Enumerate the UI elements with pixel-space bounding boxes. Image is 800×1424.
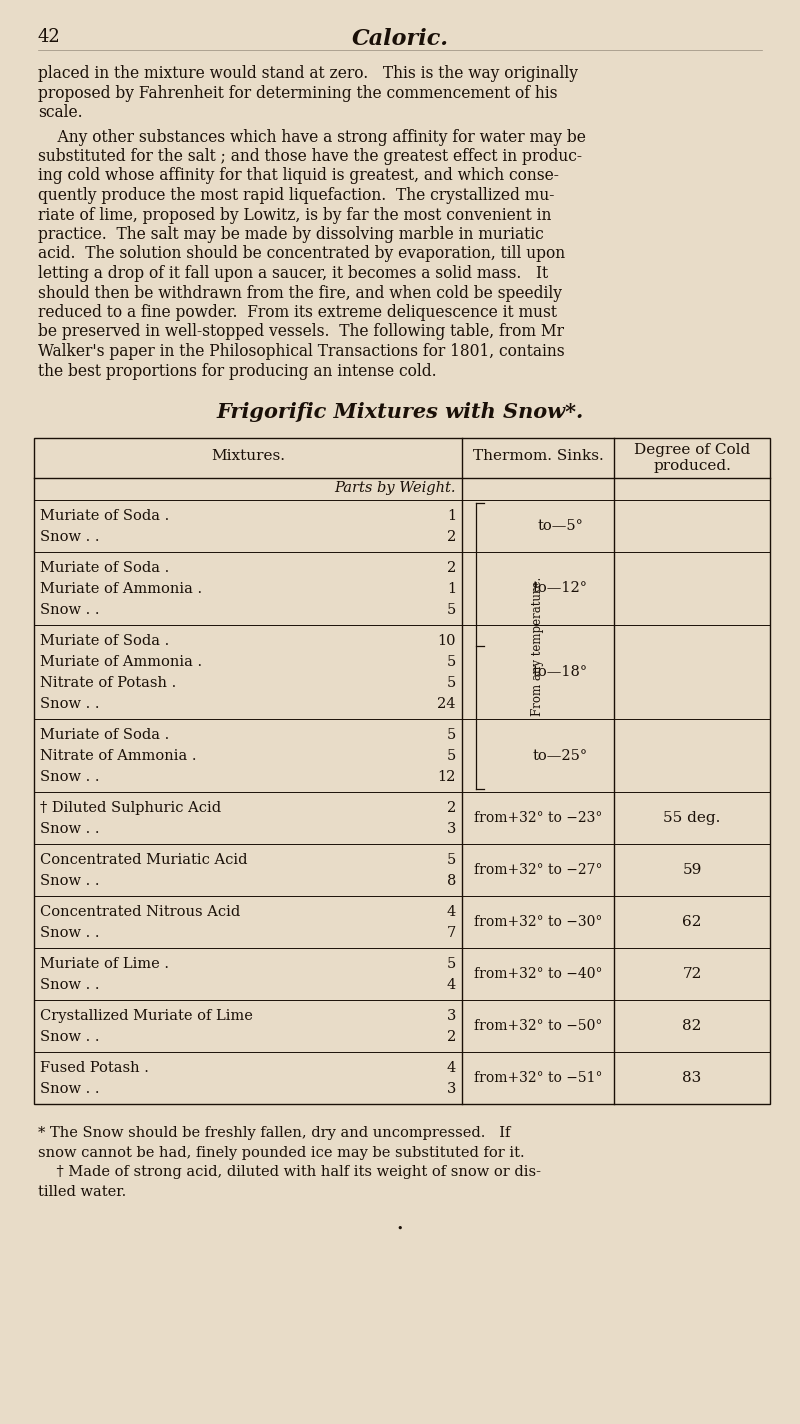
Text: 1: 1 <box>447 508 456 523</box>
Text: Nitrate of Ammonia .: Nitrate of Ammonia . <box>40 749 197 763</box>
Text: 1: 1 <box>447 582 456 597</box>
Text: 42: 42 <box>38 28 61 46</box>
Text: from+32° to −23°: from+32° to −23° <box>474 812 602 824</box>
Text: produced.: produced. <box>653 459 731 473</box>
Text: Muriate of Soda .: Muriate of Soda . <box>40 634 170 648</box>
Text: to—12°: to—12° <box>533 581 587 595</box>
Text: from+32° to −27°: from+32° to −27° <box>474 863 602 877</box>
Text: Any other substances which have a strong affinity for water may be: Any other substances which have a strong… <box>38 128 586 145</box>
Text: * The Snow should be freshly fallen, dry and uncompressed.   If: * The Snow should be freshly fallen, dry… <box>38 1126 510 1141</box>
Text: 3: 3 <box>446 1082 456 1096</box>
Text: tilled water.: tilled water. <box>38 1185 126 1199</box>
Text: Walker's paper in the Philosophical Transactions for 1801, contains: Walker's paper in the Philosophical Tran… <box>38 343 565 360</box>
Text: Muriate of Ammonia .: Muriate of Ammonia . <box>40 582 202 597</box>
Text: 12: 12 <box>438 770 456 785</box>
Text: Muriate of Lime .: Muriate of Lime . <box>40 957 169 971</box>
Text: Nitrate of Potash .: Nitrate of Potash . <box>40 676 176 691</box>
Text: Muriate of Soda .: Muriate of Soda . <box>40 728 170 742</box>
Text: 4: 4 <box>446 978 456 993</box>
Text: Mixtures.: Mixtures. <box>211 449 285 463</box>
Text: practice.  The salt may be made by dissolving marble in muriatic: practice. The salt may be made by dissol… <box>38 226 544 244</box>
Text: Snow . .: Snow . . <box>40 874 99 889</box>
Text: 2: 2 <box>446 1030 456 1044</box>
Text: 2: 2 <box>446 561 456 575</box>
Text: Snow . .: Snow . . <box>40 1030 99 1044</box>
Text: 5: 5 <box>446 655 456 669</box>
Text: substituted for the salt ; and those have the greatest effect in produc-: substituted for the salt ; and those hav… <box>38 148 582 165</box>
Text: from+32° to −30°: from+32° to −30° <box>474 916 602 928</box>
Text: 55 deg.: 55 deg. <box>663 812 721 824</box>
Text: Snow . .: Snow . . <box>40 822 99 836</box>
Text: 62: 62 <box>682 916 702 928</box>
Text: Concentrated Muriatic Acid: Concentrated Muriatic Acid <box>40 853 247 867</box>
Text: be preserved in well-stopped vessels.  The following table, from Mr: be preserved in well-stopped vessels. Th… <box>38 323 564 340</box>
Text: •: • <box>397 1225 403 1235</box>
Text: Concentrated Nitrous Acid: Concentrated Nitrous Acid <box>40 906 240 918</box>
Text: 59: 59 <box>682 863 702 877</box>
Text: 5: 5 <box>446 602 456 617</box>
Text: 5: 5 <box>446 728 456 742</box>
Text: proposed by Fahrenheit for determining the commencement of his: proposed by Fahrenheit for determining t… <box>38 84 558 101</box>
Text: to—5°: to—5° <box>537 518 583 533</box>
Text: 2: 2 <box>446 800 456 815</box>
Text: 8: 8 <box>446 874 456 889</box>
Text: 2: 2 <box>446 530 456 544</box>
Text: ing cold whose affinity for that liquid is greatest, and which conse-: ing cold whose affinity for that liquid … <box>38 168 559 185</box>
Text: Snow . .: Snow . . <box>40 696 99 711</box>
Text: letting a drop of it fall upon a saucer, it becomes a solid mass.   It: letting a drop of it fall upon a saucer,… <box>38 265 548 282</box>
Text: Crystallized Muriate of Lime: Crystallized Muriate of Lime <box>40 1010 253 1022</box>
Text: 4: 4 <box>446 906 456 918</box>
Text: placed in the mixture would stand at zero.   This is the way originally: placed in the mixture would stand at zer… <box>38 66 578 83</box>
Text: the best proportions for producing an intense cold.: the best proportions for producing an in… <box>38 363 437 380</box>
Text: Snow . .: Snow . . <box>40 770 99 785</box>
Text: from+32° to −40°: from+32° to −40° <box>474 967 602 981</box>
Text: reduced to a fine powder.  From its extreme deliquescence it must: reduced to a fine powder. From its extre… <box>38 303 557 320</box>
Text: to—25°: to—25° <box>533 749 587 762</box>
Text: Muriate of Soda .: Muriate of Soda . <box>40 508 170 523</box>
Text: 24: 24 <box>438 696 456 711</box>
Text: Muriate of Soda .: Muriate of Soda . <box>40 561 170 575</box>
Text: 82: 82 <box>682 1020 702 1032</box>
Text: Snow . .: Snow . . <box>40 530 99 544</box>
Text: Snow . .: Snow . . <box>40 978 99 993</box>
Text: Snow . .: Snow . . <box>40 1082 99 1096</box>
Text: 3: 3 <box>446 822 456 836</box>
Text: Caloric.: Caloric. <box>351 28 449 50</box>
Text: Muriate of Ammonia .: Muriate of Ammonia . <box>40 655 202 669</box>
Text: 5: 5 <box>446 853 456 867</box>
Text: scale.: scale. <box>38 104 82 121</box>
Text: snow cannot be had, finely pounded ice may be substituted for it.: snow cannot be had, finely pounded ice m… <box>38 1145 525 1159</box>
Text: Snow . .: Snow . . <box>40 602 99 617</box>
Text: to—18°: to—18° <box>533 665 587 679</box>
Text: From any temperature.: From any temperature. <box>531 577 545 716</box>
Text: Degree of Cold: Degree of Cold <box>634 443 750 457</box>
Bar <box>34 439 770 1104</box>
Text: 5: 5 <box>446 749 456 763</box>
Text: 5: 5 <box>446 957 456 971</box>
Text: 10: 10 <box>438 634 456 648</box>
Text: quently produce the most rapid liquefaction.  The crystallized mu-: quently produce the most rapid liquefact… <box>38 187 554 204</box>
Text: from+32° to −51°: from+32° to −51° <box>474 1071 602 1085</box>
Text: 7: 7 <box>446 926 456 940</box>
Text: 83: 83 <box>682 1071 702 1085</box>
Text: 5: 5 <box>446 676 456 691</box>
Text: 3: 3 <box>446 1010 456 1022</box>
Text: 4: 4 <box>446 1061 456 1075</box>
Text: acid.  The solution should be concentrated by evaporation, till upon: acid. The solution should be concentrate… <box>38 245 565 262</box>
Text: † Made of strong acid, diluted with half its weight of snow or dis-: † Made of strong acid, diluted with half… <box>38 1165 541 1179</box>
Text: riate of lime, proposed by Lowitz, is by far the most convenient in: riate of lime, proposed by Lowitz, is by… <box>38 206 551 224</box>
Text: Fused Potash .: Fused Potash . <box>40 1061 149 1075</box>
Text: 72: 72 <box>682 967 702 981</box>
Text: Frigorific Mixtures with Snow*.: Frigorific Mixtures with Snow*. <box>216 402 584 422</box>
Text: Thermom. Sinks.: Thermom. Sinks. <box>473 449 603 463</box>
Text: † Diluted Sulphuric Acid: † Diluted Sulphuric Acid <box>40 800 221 815</box>
Text: should then be withdrawn from the fire, and when cold be speedily: should then be withdrawn from the fire, … <box>38 285 562 302</box>
Text: Parts by Weight.: Parts by Weight. <box>334 481 456 496</box>
Text: Snow . .: Snow . . <box>40 926 99 940</box>
Text: from+32° to −50°: from+32° to −50° <box>474 1020 602 1032</box>
